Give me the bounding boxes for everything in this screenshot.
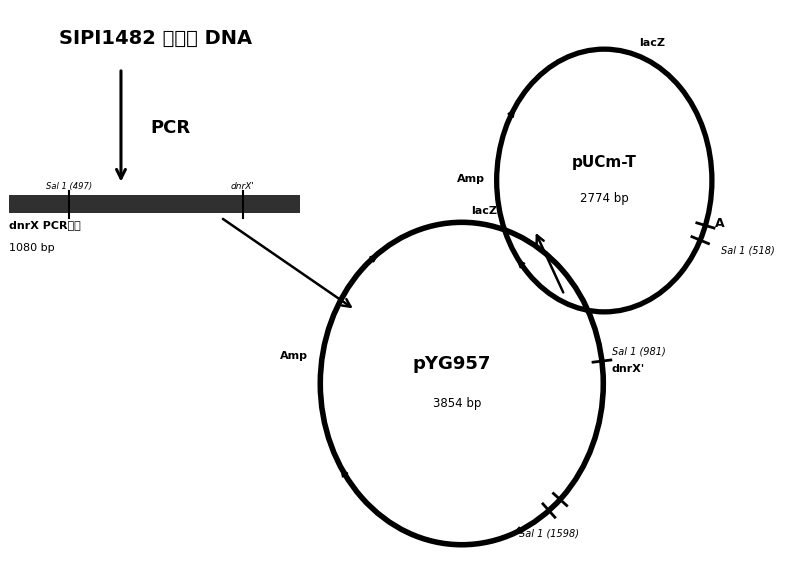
Text: A: A xyxy=(714,217,724,231)
Text: lacZ: lacZ xyxy=(470,206,497,216)
Text: pUCm-T: pUCm-T xyxy=(572,155,637,170)
Text: pYG957: pYG957 xyxy=(413,355,491,372)
Text: dnrX': dnrX' xyxy=(612,364,645,374)
Text: Sal 1 (981): Sal 1 (981) xyxy=(612,346,666,356)
Text: dnrX': dnrX' xyxy=(230,182,254,192)
Text: 2774 bp: 2774 bp xyxy=(580,192,629,205)
Text: SIPI1482 基因组 DNA: SIPI1482 基因组 DNA xyxy=(59,29,253,47)
Text: Amp: Amp xyxy=(280,351,308,361)
Text: PCR: PCR xyxy=(151,119,191,137)
Text: lacZ: lacZ xyxy=(638,38,665,48)
Text: Sal 1 (497): Sal 1 (497) xyxy=(46,182,92,192)
Text: 3854 bp: 3854 bp xyxy=(433,397,481,410)
Text: 1080 bp: 1080 bp xyxy=(10,243,55,253)
Text: Sal 1 (1598): Sal 1 (1598) xyxy=(519,529,579,538)
Bar xyxy=(10,196,300,213)
Text: Amp: Amp xyxy=(457,173,485,184)
Text: dnrX PCR产物: dnrX PCR产物 xyxy=(10,220,81,231)
Text: Sal 1 (518): Sal 1 (518) xyxy=(722,245,775,255)
